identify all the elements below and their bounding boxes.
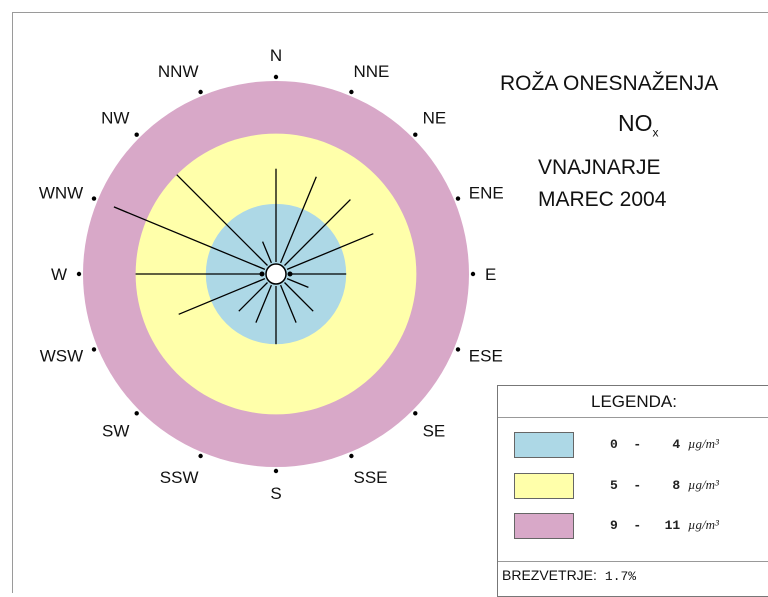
legend-range: 0 - 4 µg/m³ — [610, 436, 719, 452]
calm-divider — [498, 561, 768, 562]
tick-dot-wnw — [91, 196, 97, 201]
direction-label-nne: NNE — [354, 62, 390, 81]
direction-label-n: N — [270, 46, 282, 65]
spoke-se — [284, 282, 314, 312]
direction-label-nw: NW — [101, 108, 129, 127]
chart-frame — [12, 12, 768, 593]
direction-label-ne: NE — [423, 108, 447, 127]
spoke-wsw — [178, 277, 266, 315]
pollutant-symbol: NO — [618, 110, 653, 136]
center-marker — [259, 271, 265, 277]
spoke-sse — [279, 284, 297, 323]
tick-dot-n — [273, 74, 279, 80]
spoke-ese — [286, 277, 309, 289]
direction-label-sw: SW — [102, 422, 129, 441]
tick-dot-nw — [134, 132, 139, 137]
tick-dot-s — [273, 468, 279, 474]
tick-dot-ese — [455, 347, 461, 352]
direction-label-se: SE — [423, 422, 446, 441]
tick-dot-ene — [455, 196, 461, 201]
direction-label-wnw: WNW — [39, 184, 83, 203]
legend-item-1: 5 - 8 µg/m³ — [498, 473, 768, 503]
tick-dot-nne — [349, 89, 354, 95]
direction-label-ese: ESE — [469, 347, 503, 366]
legend-item-2: 9 - 11 µg/m³ — [498, 513, 768, 543]
spoke-nne — [279, 176, 317, 264]
calm-value: 1.7% — [604, 569, 637, 584]
tick-dot-w — [76, 271, 82, 277]
legend-divider — [498, 417, 768, 418]
center-calm-circle — [265, 263, 287, 285]
legend: LEGENDA: 0 - 4 µg/m³ 5 - 8 µg/m³ 9 - 11 … — [497, 385, 768, 597]
legend-swatch — [514, 432, 574, 458]
pollutant-name: NOx — [618, 110, 659, 140]
tick-dot-wsw — [91, 347, 97, 352]
direction-label-wsw: WSW — [40, 347, 83, 366]
tick-dot-ne — [413, 132, 418, 137]
tick-dot-e — [470, 271, 476, 277]
direction-label-sse: SSE — [354, 468, 388, 487]
direction-spokes — [113, 168, 374, 345]
legend-range: 9 - 11 µg/m³ — [610, 517, 719, 533]
direction-label-nnw: NNW — [158, 62, 199, 81]
direction-label-ene: ENE — [469, 184, 504, 203]
chart-title: ROŽA ONESNAŽENJA — [500, 72, 719, 95]
tick-dot-nnw — [198, 89, 203, 95]
direction-label-e: E — [485, 265, 496, 284]
direction-label-w: W — [51, 265, 67, 284]
tick-dot-se — [413, 411, 418, 416]
spoke-ene — [286, 233, 374, 271]
calm-readout: BREZVETRJE: 1.7% — [502, 567, 636, 584]
spoke-sw — [238, 282, 268, 312]
legend-title: LEGENDA: — [591, 392, 677, 411]
legend-swatch — [514, 473, 574, 499]
direction-labels: N NNE NE ENE E ESE SE SSE S SSW SW WSW W WNW NW NNW — [39, 46, 504, 503]
legend-range: 5 - 8 µg/m³ — [610, 477, 719, 493]
calm-label: BREZVETRJE: — [502, 567, 597, 583]
tick-dot-ssw — [198, 453, 203, 459]
center-marker — [287, 271, 293, 277]
station-name: VNAJNARJE — [538, 156, 661, 179]
period-label: MAREC 2004 — [538, 188, 667, 211]
direction-tick-dots — [76, 74, 476, 474]
spoke-nw — [176, 174, 268, 266]
spoke-ssw — [255, 284, 273, 323]
pollutant-subscript: x — [652, 125, 659, 140]
pollution-rose-chart: N NNE NE ENE E ESE SE SSE S SSW SW WSW W WNW NW NNW — [39, 46, 504, 503]
direction-label-s: S — [270, 484, 281, 503]
tick-dot-sw — [134, 411, 139, 416]
spoke-wnw — [113, 206, 266, 271]
legend-item-0: 0 - 4 µg/m³ — [498, 432, 768, 462]
legend-swatch — [514, 513, 574, 539]
direction-label-ssw: SSW — [160, 468, 199, 487]
spoke-nnw — [261, 241, 273, 264]
spoke-ne — [284, 199, 351, 266]
tick-dot-sse — [349, 453, 354, 459]
